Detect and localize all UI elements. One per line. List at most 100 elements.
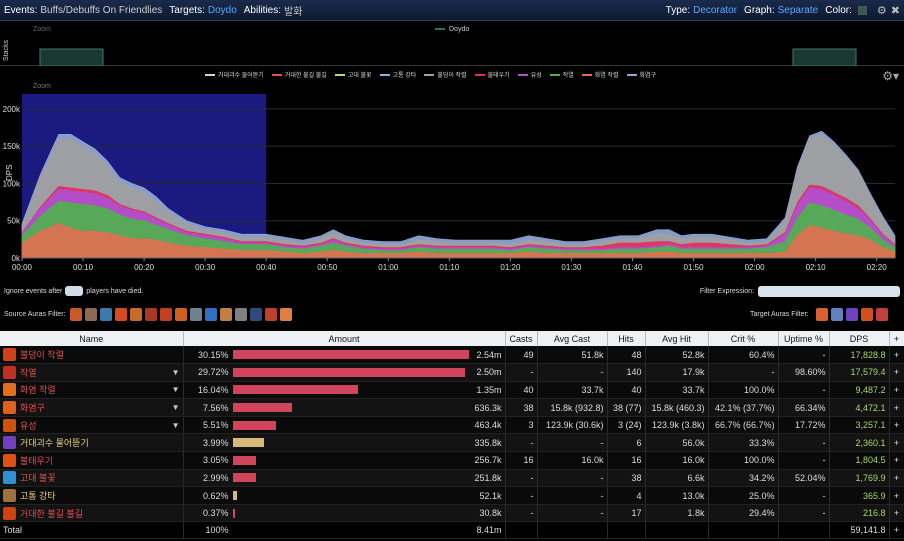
name-cell[interactable]: 불태우기 <box>0 451 184 470</box>
aura-filter-icon[interactable] <box>250 308 262 321</box>
legend-item[interactable]: 화염구 <box>626 70 656 79</box>
aura-filter-icon[interactable] <box>70 308 82 321</box>
aura-filter-icon[interactable] <box>160 308 172 321</box>
legend-item[interactable]: 고대 불꽃 <box>334 70 372 79</box>
aura-filter-icon[interactable] <box>265 308 277 321</box>
name-cell[interactable]: 화염 작렬 ▼ <box>0 381 184 400</box>
events-value[interactable]: Buffs/Debuffs On Friendlies <box>40 4 163 16</box>
plus-button[interactable]: + <box>889 469 904 488</box>
aura-filter-icon[interactable] <box>130 308 142 321</box>
plus-button[interactable]: + <box>889 346 904 365</box>
col-crit[interactable]: Crit % <box>708 331 779 346</box>
legend-item[interactable]: 작열 <box>549 70 574 79</box>
aura-filter-icon[interactable] <box>235 308 247 321</box>
table-row[interactable]: 불덩이 작렬 30.15% 2.54m 49 51.8k 48 52.8k 60.4% -17,… <box>0 346 904 365</box>
plus-button[interactable]: + <box>889 398 904 417</box>
spell-name[interactable]: 유성 <box>20 420 37 431</box>
name-cell[interactable]: 거대한 불길 불길 <box>0 504 184 523</box>
chevron-down-icon[interactable]: ▼ <box>171 420 180 430</box>
aura-filter-icon[interactable] <box>190 308 202 321</box>
col-avg-cast[interactable]: Avg Cast <box>537 331 608 346</box>
table-row[interactable]: 유성 ▼ 5.51% 463.4k 3 123.9k (30.6k) 3 (24) 123.9… <box>0 416 904 435</box>
color-swatch[interactable] <box>857 5 867 15</box>
table-row[interactable]: 화염구 ▼ 7.56% 636.3k 38 15.8k (932.8) 38 (77) 15.… <box>0 398 904 417</box>
gear-icon[interactable]: ⚙ <box>876 4 887 17</box>
aura-filter-icon[interactable] <box>220 308 232 321</box>
stacks-zoom[interactable]: Zoom <box>33 26 51 33</box>
plus-button[interactable]: + <box>889 451 904 470</box>
aura-filter-icon[interactable] <box>145 308 157 321</box>
plus-button[interactable]: + <box>889 486 904 505</box>
col-uptime[interactable]: Uptime % <box>778 331 830 346</box>
aura-filter-icon[interactable] <box>85 308 97 321</box>
aura-filter-icon[interactable] <box>846 308 858 321</box>
name-cell[interactable]: 거대괴수 물어뜯기 <box>0 433 184 453</box>
chart-gear-icon[interactable]: ⚙▾ <box>882 69 899 83</box>
ignore-deaths-input[interactable] <box>65 286 84 296</box>
legend-item[interactable]: 거대괴수 물어뜯기 <box>205 70 264 79</box>
chevron-down-icon[interactable]: ▼ <box>171 403 180 413</box>
name-cell[interactable]: 고대 불꽃 <box>0 469 184 488</box>
spell-name[interactable]: 고통 강타 <box>20 491 56 502</box>
chart-zoom-label[interactable]: Zoom <box>33 83 51 90</box>
chevron-down-icon[interactable]: ▼ <box>171 367 180 377</box>
plus-button[interactable]: + <box>889 381 904 400</box>
crit-value: 42.1% (37.7%) <box>708 398 779 417</box>
graph-value[interactable]: Separate <box>777 4 819 16</box>
total-plus-button[interactable]: + <box>889 521 904 540</box>
aura-filter-icon[interactable] <box>876 308 888 321</box>
legend-item[interactable]: 거대한 불길 불길 <box>271 70 327 79</box>
spell-name[interactable]: 불태우기 <box>20 455 54 466</box>
table-row[interactable]: 고통 강타 0.62% 52.1k - -4 13.0k 25.0% -365.9 + <box>0 486 904 505</box>
targets-value[interactable]: Doydo <box>207 4 237 16</box>
chevron-down-icon[interactable]: ▼ <box>171 385 180 395</box>
aura-filter-icon[interactable] <box>861 308 873 321</box>
col-hits[interactable]: Hits <box>607 331 646 346</box>
table-row[interactable]: 작열 ▼ 29.72% 2.50m - -140 17.9k -98.60% 17,579.4 + <box>0 363 904 382</box>
close-icon[interactable]: ✖ <box>890 4 900 17</box>
hits-value: 48 <box>607 346 646 365</box>
name-cell[interactable]: 불덩이 작렬 <box>0 346 184 365</box>
spell-name[interactable]: 고대 불꽃 <box>20 473 56 484</box>
aura-filter-icon[interactable] <box>280 308 292 321</box>
spell-name[interactable]: 불덩이 작렬 <box>20 350 64 361</box>
spell-name[interactable]: 화염구 <box>20 403 45 414</box>
aura-filter-icon[interactable] <box>100 308 112 321</box>
abilities-value[interactable]: 발화 <box>284 6 303 18</box>
plus-button[interactable]: + <box>889 433 904 453</box>
plus-button[interactable]: + <box>889 504 904 523</box>
col-dps[interactable]: DPS <box>829 331 890 346</box>
type-value[interactable]: Decorator <box>693 4 738 16</box>
table-row[interactable]: 거대한 불길 불길 0.37% 30.8k - -17 1.8k 29.4% -216.8 + <box>0 504 904 523</box>
col-plus[interactable]: + <box>889 331 904 346</box>
col-amount[interactable]: Amount <box>183 331 506 346</box>
col-casts[interactable]: Casts <box>505 331 538 346</box>
name-cell[interactable]: 작열 ▼ <box>0 363 184 382</box>
name-cell[interactable]: 화염구 ▼ <box>0 398 184 417</box>
legend-item[interactable]: 불태우기 <box>474 70 510 79</box>
col-avg-hit[interactable]: Avg Hit <box>645 331 709 346</box>
aura-filter-icon[interactable] <box>205 308 217 321</box>
legend-item[interactable]: 화염 작렬 <box>581 70 619 79</box>
col-name[interactable]: Name <box>0 331 184 346</box>
name-cell[interactable]: 고통 강타 <box>0 486 184 505</box>
table-row[interactable]: 거대괴수 물어뜯기 3.99% 335.8k - -6 56.0k 33.3% -2,360.… <box>0 433 904 453</box>
spell-name[interactable]: 작열 <box>20 367 37 378</box>
spell-name[interactable]: 거대한 불길 불길 <box>20 508 83 519</box>
aura-filter-icon[interactable] <box>831 308 843 321</box>
aura-filter-icon[interactable] <box>115 308 127 321</box>
legend-item[interactable]: 유성 <box>517 70 542 79</box>
spell-name[interactable]: 화염 작렬 <box>20 385 56 396</box>
table-row[interactable]: 화염 작렬 ▼ 16.04% 1.35m 40 33.7k 40 33.7k 100.0% -9,… <box>0 381 904 400</box>
filter-expression-input[interactable] <box>758 286 900 297</box>
legend-item[interactable]: 고통 강타 <box>379 70 416 79</box>
plus-button[interactable]: + <box>889 363 904 382</box>
spell-name[interactable]: 거대괴수 물어뜯기 <box>20 438 89 449</box>
table-row[interactable]: 고대 불꽃 2.99% 251.8k - -38 6.6k 34.2% 52.04% 1,769… <box>0 469 904 488</box>
table-row[interactable]: 불태우기 3.05% 256.7k 16 16.0k 16 16.0k 100.0% -1,80… <box>0 451 904 470</box>
aura-filter-icon[interactable] <box>816 308 828 321</box>
legend-item[interactable]: 불덩이 작렬 <box>424 70 467 79</box>
plus-button[interactable]: + <box>889 416 904 435</box>
name-cell[interactable]: 유성 ▼ <box>0 416 184 435</box>
aura-filter-icon[interactable] <box>175 308 187 321</box>
